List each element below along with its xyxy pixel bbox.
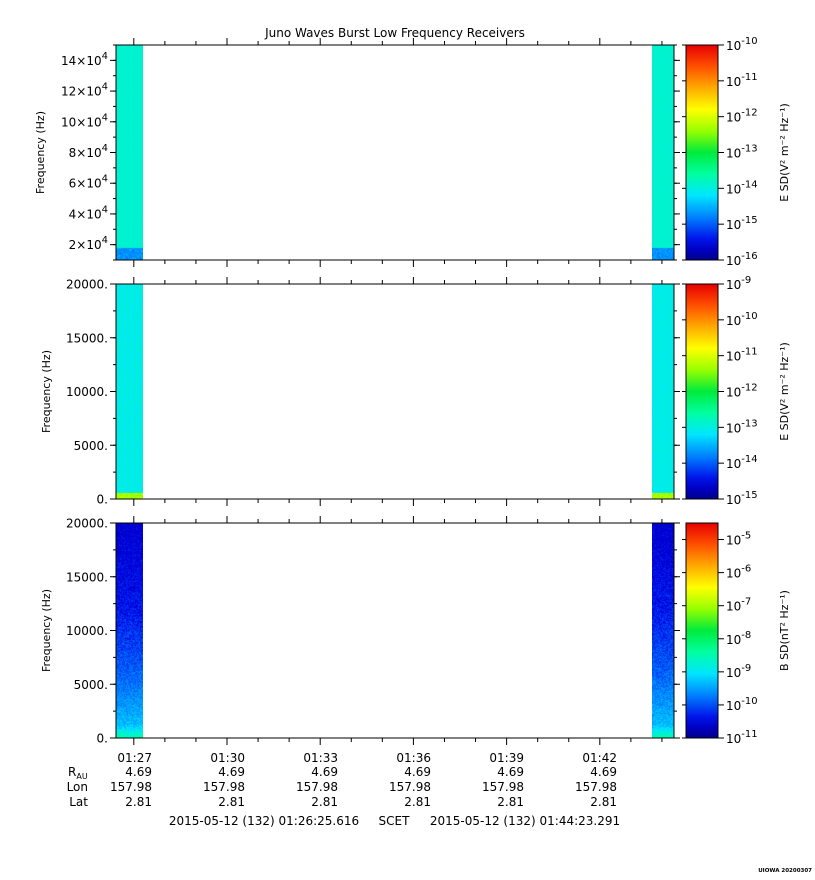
ephemeris-r-value: 4.69: [125, 765, 152, 779]
time-range-start: 2015-05-12 (132) 01:26:25.616: [169, 814, 359, 828]
y-tick-label: 14×104: [61, 51, 108, 68]
time-range-footer: 2015-05-12 (132) 01:26:25.616 SCET 2015-…: [169, 814, 620, 828]
ephemeris-time-value: 01:30: [210, 751, 245, 765]
colorbar-tick-label: 10-12: [726, 383, 758, 400]
spectrogram-data-strip: [116, 45, 143, 260]
ephemeris-r-value: 4.69: [311, 765, 338, 779]
colorbar-tick-label: 10-10: [726, 696, 758, 713]
spectrogram-data-strip: [652, 284, 674, 499]
ephemeris-lon-value: 157.98: [296, 780, 338, 794]
ephemeris-lat-value: 2.81: [218, 795, 245, 809]
ephemeris-time-value: 01:33: [303, 751, 338, 765]
colorbar-tick-label: 10-9: [726, 275, 751, 292]
ephemeris-r-value: 4.69: [218, 765, 245, 779]
colorbar-tick-label: 10-5: [726, 531, 751, 548]
colorbar-tick-label: 10-13: [726, 418, 758, 435]
y-tick-label: 20000.: [66, 517, 108, 531]
spectrogram-panel-3: 0. 5000. 10000. 15000. 20000. Frequency (Hz) 1…: [40, 516, 791, 746]
colorbar-tick-label: 10-14: [726, 454, 758, 471]
colorbar-tick-label: 10-16: [726, 251, 758, 268]
plot-frame: [115, 44, 675, 261]
ephemeris-r-value: 4.69: [497, 765, 524, 779]
ephemeris-lon-value: 157.98: [389, 780, 431, 794]
ephemeris-time-value: 01:27: [117, 751, 152, 765]
y-tick-label: 20000.: [66, 278, 108, 292]
chart-title: Juno Waves Burst Low Frequency Receivers: [264, 26, 525, 40]
colorbar-tick-label: 10-11: [726, 72, 758, 89]
ephemeris-time-value: 01:42: [582, 751, 617, 765]
colorbar-tick-label: 10-13: [726, 144, 758, 161]
ephemeris-r-value: 4.69: [590, 765, 617, 779]
spectrogram-panels: 2×104 4×104 6×104 8×104 10×104 12×104 14×104 Fr…: [34, 36, 791, 746]
colorbar: [685, 283, 719, 500]
time-range-label: SCET: [379, 814, 411, 828]
y-axis-label: Frequency (Hz): [40, 589, 53, 672]
spectrogram-data-strip: [116, 284, 143, 499]
y-tick-label: 15000.: [66, 331, 108, 345]
colorbar-tick-label: 10-9: [726, 663, 751, 680]
colorbar-tick-label: 10-15: [726, 490, 758, 507]
row-label-lon: Lon: [67, 780, 88, 794]
y-tick-label: 5000.: [74, 439, 108, 453]
colorbar-tick-label: 10-14: [726, 179, 758, 196]
plot-frame: [115, 283, 675, 500]
row-label-lat: Lat: [69, 795, 88, 809]
y-tick-label: 5000.: [74, 678, 108, 692]
y-tick-label: 0.: [97, 493, 108, 507]
colorbar-label: E SD(V² m⁻² Hz⁻¹): [778, 103, 791, 202]
ephemeris-time-value: 01:39: [489, 751, 524, 765]
time-range-end: 2015-05-12 (132) 01:44:23.291: [430, 814, 620, 828]
ephemeris-table: RAULonLat01:274.69157.982.8101:304.69157…: [67, 751, 617, 809]
colorbar-tick-label: 10-11: [726, 347, 758, 364]
colorbar-tick-label: 10-12: [726, 108, 758, 125]
ephemeris-lat-value: 2.81: [590, 795, 617, 809]
y-tick-label: 10000.: [66, 385, 108, 399]
ephemeris-lat-value: 2.81: [311, 795, 338, 809]
ephemeris-lon-value: 157.98: [110, 780, 152, 794]
ephemeris-lat-value: 2.81: [404, 795, 431, 809]
colorbar-tick-label: 10-11: [726, 729, 758, 746]
colorbar-tick-label: 10-6: [726, 564, 751, 581]
colorbar-tick-label: 10-15: [726, 215, 758, 232]
footer-credit: UIOWA 20200307: [758, 868, 812, 874]
y-tick-label: 8×104: [69, 143, 108, 160]
spectrogram-data-strip: [652, 45, 674, 260]
y-tick-label: 12×104: [61, 82, 108, 99]
colorbar-label: B SD(nT² Hz⁻¹): [778, 590, 791, 671]
y-tick-label: 0.: [97, 732, 108, 746]
colorbar-tick-label: 10-10: [726, 311, 758, 328]
y-tick-label: 4×104: [69, 204, 108, 221]
ephemeris-lon-value: 157.98: [482, 780, 524, 794]
colorbar-label: E SD(V² m⁻² Hz⁻¹): [778, 342, 791, 441]
spectrogram-panel-1: 2×104 4×104 6×104 8×104 10×104 12×104 14×104 Fr…: [34, 36, 791, 268]
y-tick-label: 6×104: [69, 174, 108, 191]
ephemeris-lon-value: 157.98: [203, 780, 245, 794]
ephemeris-time-value: 01:36: [396, 751, 431, 765]
y-axis-label: Frequency (Hz): [40, 350, 53, 433]
row-label-r: RAU: [68, 765, 88, 781]
colorbar-tick-label: 10-8: [726, 630, 751, 647]
y-tick-label: 10×104: [61, 112, 108, 129]
y-tick-label: 10000.: [66, 624, 108, 638]
spectrogram-data-strip: [652, 523, 674, 738]
ephemeris-r-value: 4.69: [404, 765, 431, 779]
spectrogram-data-strip: [116, 523, 143, 738]
y-tick-label: 2×104: [69, 235, 108, 252]
spectrogram-panel-2: 0. 5000. 10000. 15000. 20000. Frequency (Hz) 1…: [40, 275, 791, 507]
plot-frame: [115, 522, 675, 739]
colorbar-tick-label: 10-10: [726, 36, 758, 53]
colorbar: [685, 44, 719, 261]
y-axis-label: Frequency (Hz): [34, 111, 47, 194]
y-tick-label: 15000.: [66, 570, 108, 584]
ephemeris-lat-value: 2.81: [125, 795, 152, 809]
colorbar: [685, 522, 719, 739]
colorbar-tick-label: 10-7: [726, 597, 751, 614]
ephemeris-lat-value: 2.81: [497, 795, 524, 809]
ephemeris-lon-value: 157.98: [575, 780, 617, 794]
